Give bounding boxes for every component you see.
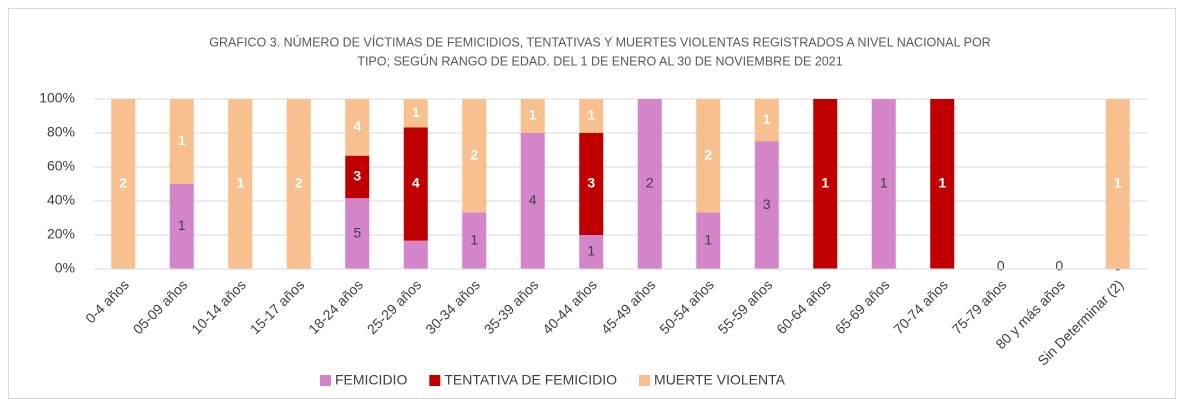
data-label: 1 xyxy=(587,107,595,123)
data-label: 4 xyxy=(412,175,420,191)
data-label: 4 xyxy=(353,118,361,134)
data-label: 1 xyxy=(938,175,946,191)
bar-segment xyxy=(696,99,721,213)
chart-title: GRAFICO 3. NÚMERO DE VÍCTIMAS DE FEMICID… xyxy=(209,34,990,49)
bar-segment xyxy=(345,155,370,199)
bar-segment xyxy=(579,133,604,235)
y-tick-label: 0% xyxy=(55,260,75,276)
bar-segment xyxy=(930,99,955,269)
data-label: 2 xyxy=(295,175,303,191)
data-label: 2 xyxy=(646,175,654,191)
bar-segment xyxy=(579,235,604,269)
bar-segment xyxy=(462,212,487,269)
legend-label: TENTATIVA DE FEMICIDIO xyxy=(444,372,617,388)
bar-segment xyxy=(345,198,370,269)
data-label: 3 xyxy=(353,168,361,184)
bar-segment xyxy=(579,99,604,133)
bar-segment xyxy=(403,127,428,241)
bar-segment xyxy=(403,99,428,128)
data-label: 1 xyxy=(236,175,244,191)
bar-segment xyxy=(169,184,194,269)
bar-segment xyxy=(696,212,721,269)
data-label: 1 xyxy=(412,104,420,120)
legend-label: MUERTE VIOLENTA xyxy=(654,372,786,388)
bar-segment xyxy=(286,99,311,269)
data-label: 1 xyxy=(821,175,829,191)
data-label: 1 xyxy=(880,175,888,191)
data-label: 1 xyxy=(470,231,478,247)
data-label: 1 xyxy=(587,243,595,259)
bar-segment xyxy=(169,99,194,184)
data-label: 1 xyxy=(763,111,771,127)
bar-segment xyxy=(520,99,545,133)
legend-swatch xyxy=(639,375,651,386)
chart-title: TIPO; SEGÚN RANGO DE EDAD. DEL 1 DE ENER… xyxy=(357,53,842,68)
bar-segment xyxy=(462,99,487,213)
y-tick-label: 100% xyxy=(39,90,75,106)
legend-swatch xyxy=(429,375,441,386)
bar-segment xyxy=(754,141,779,269)
data-label: 4 xyxy=(529,192,537,208)
bar-segment xyxy=(754,99,779,142)
data-label: 1 xyxy=(178,132,186,148)
bar-segment xyxy=(345,99,370,156)
data-label: 5 xyxy=(353,224,361,240)
y-tick-label: 60% xyxy=(47,158,75,174)
bar-segment xyxy=(403,240,428,269)
legend-swatch xyxy=(320,375,331,386)
bar-segment xyxy=(1105,99,1130,269)
data-label: 3 xyxy=(587,175,595,191)
legend-label: FEMICIDIO xyxy=(335,372,407,388)
data-label: 1 xyxy=(704,231,712,247)
y-tick-label: 80% xyxy=(47,124,75,140)
data-label: 2 xyxy=(470,146,478,162)
data-label: 0 xyxy=(1055,258,1063,274)
bar-segment xyxy=(813,99,838,269)
data-label: 1 xyxy=(1114,175,1122,191)
bar-segment xyxy=(228,99,253,269)
bar-segment xyxy=(637,99,662,269)
data-label: 1 xyxy=(529,107,537,123)
data-label: 1 xyxy=(178,217,186,233)
data-label: 2 xyxy=(704,146,712,162)
data-label: 3 xyxy=(763,196,771,212)
data-label: 0 xyxy=(997,258,1005,274)
bar-segment xyxy=(520,133,545,269)
bar-segment xyxy=(111,99,136,269)
y-tick-label: 20% xyxy=(47,226,75,242)
y-tick-label: 40% xyxy=(47,192,75,208)
bar-segment xyxy=(871,99,896,269)
data-label: 2 xyxy=(119,175,127,191)
